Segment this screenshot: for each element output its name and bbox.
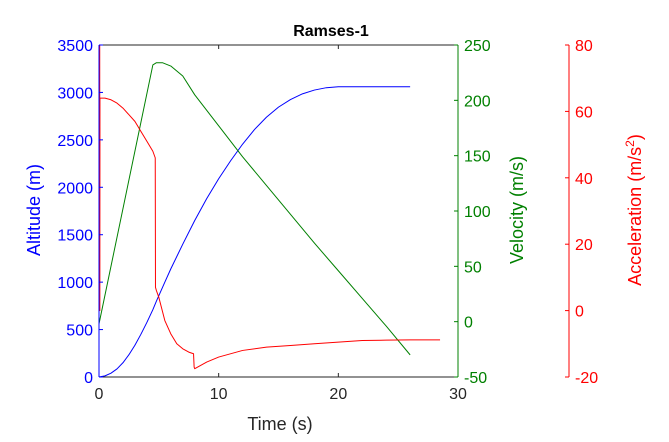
x-tick-label: 10 — [210, 386, 228, 403]
acceleration-tick-label: 20 — [575, 237, 593, 254]
velocity-tick-label: 100 — [464, 204, 491, 221]
altitude-tick-label: 0 — [84, 370, 93, 387]
acceleration-series-line — [99, 44, 441, 370]
velocity-tick-label: 200 — [464, 93, 491, 110]
x-tick-label: 30 — [449, 386, 467, 403]
velocity-tick-label: 50 — [464, 259, 482, 276]
chart-title: Ramses-1 — [293, 23, 369, 40]
acceleration-tick-label: 60 — [575, 104, 593, 121]
altitude-axis-label: Altitude (m) — [24, 164, 44, 256]
velocity-tick-label: -50 — [464, 370, 487, 387]
x-tick-label: 20 — [329, 386, 347, 403]
axes-layer: 0 10 20 300500100015002000250030003500-5005… — [57, 38, 598, 403]
acceleration-tick-label: 0 — [575, 304, 584, 321]
altitude-tick-label: 500 — [66, 323, 93, 340]
altitude-tick-label: 2500 — [57, 133, 93, 150]
altitude-tick-label: 3500 — [57, 38, 93, 55]
acceleration-axis-label: Acceleration (m/s2) — [623, 134, 645, 286]
acceleration-label-main: Acceleration (m/s — [625, 147, 645, 286]
velocity-tick-label: 150 — [464, 149, 491, 166]
altitude-tick-label: 1500 — [57, 228, 93, 245]
altitude-tick-label: 1000 — [57, 275, 93, 292]
acceleration-label-superscript: 2 — [623, 140, 637, 147]
acceleration-tick-label: 80 — [575, 38, 593, 55]
velocity-tick-label: 250 — [464, 38, 491, 55]
plot-layer — [98, 44, 441, 378]
x-tick-label: 0 — [95, 386, 104, 403]
x-axis-label: Time (s) — [247, 414, 312, 434]
altitude-tick-label: 2000 — [57, 180, 93, 197]
altitude-series-line — [98, 86, 411, 378]
acceleration-tick-label: 40 — [575, 171, 593, 188]
acceleration-tick-label: -20 — [575, 370, 598, 387]
altitude-tick-label: 3000 — [57, 85, 93, 102]
velocity-tick-label: 0 — [464, 315, 473, 332]
velocity-axis-label: Velocity (m/s) — [507, 156, 527, 264]
acceleration-label-end: ) — [625, 134, 645, 140]
velocity-series-line — [98, 62, 411, 356]
